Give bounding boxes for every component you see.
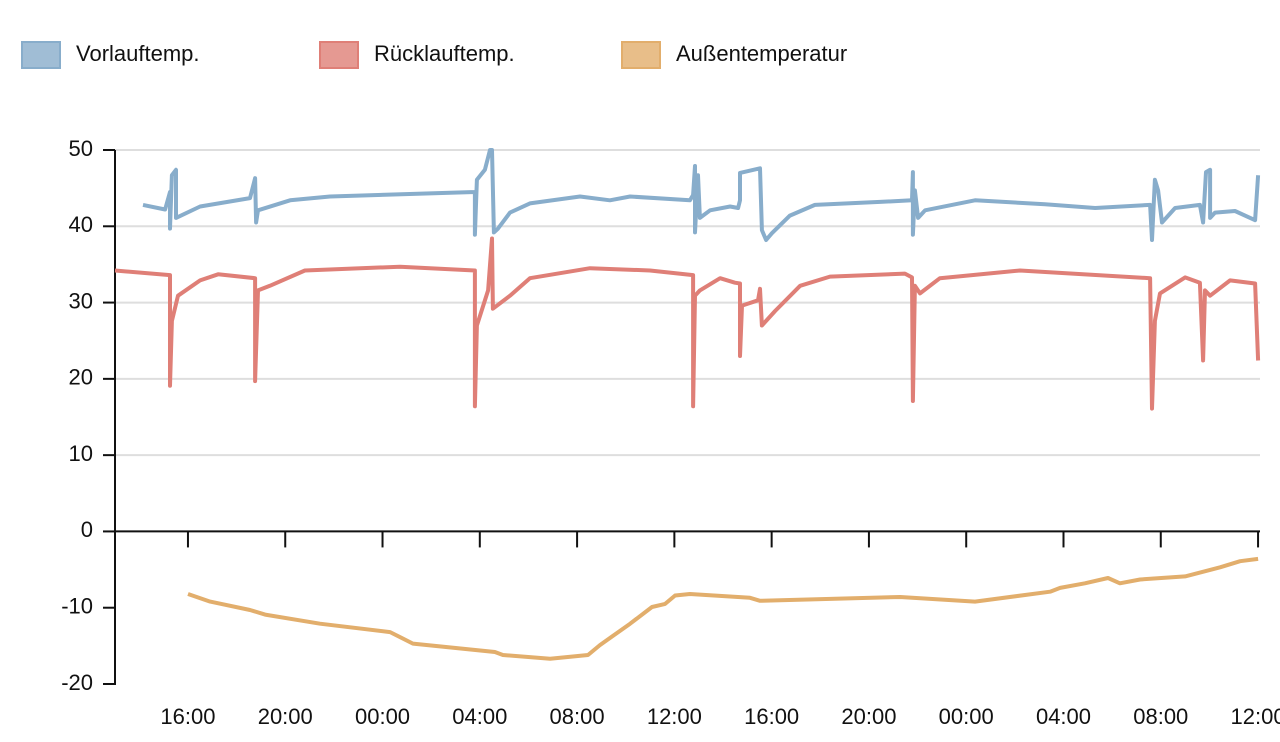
y-tick-label: 50	[69, 136, 93, 161]
series-line	[187, 556, 1259, 661]
y-tick-label: 40	[69, 212, 93, 237]
legend-label: Außentemperatur	[676, 41, 847, 66]
y-tick-label: 0	[81, 517, 93, 542]
x-tick-label: 04:00	[1036, 704, 1091, 729]
x-tick-label: 16:00	[160, 704, 215, 729]
x-tick-label: 04:00	[452, 704, 507, 729]
x-tick-label: 00:00	[355, 704, 410, 729]
y-tick-label: -20	[61, 670, 93, 695]
legend-label: Rücklauftemp.	[374, 41, 515, 66]
x-tick-label: 16:00	[744, 704, 799, 729]
y-tick-label: 10	[69, 441, 93, 466]
x-tick-label: 20:00	[841, 704, 896, 729]
legend-swatch	[319, 41, 359, 69]
x-tick-label: 20:00	[258, 704, 313, 729]
x-tick-label: 00:00	[939, 704, 994, 729]
y-tick-label: 20	[69, 365, 93, 390]
legend-label: Vorlauftemp.	[76, 41, 200, 66]
legend-swatch	[21, 41, 61, 69]
series-line	[114, 236, 1261, 411]
x-tick-label: 08:00	[1133, 704, 1188, 729]
series-line	[142, 148, 1261, 242]
y-tick-label: -10	[61, 594, 93, 619]
y-tick-label: 30	[69, 288, 93, 313]
x-tick-label: 08:00	[550, 704, 605, 729]
legend-swatch	[621, 41, 661, 69]
x-tick-label: 12:00	[647, 704, 702, 729]
x-tick-label: 12:00	[1231, 704, 1280, 729]
